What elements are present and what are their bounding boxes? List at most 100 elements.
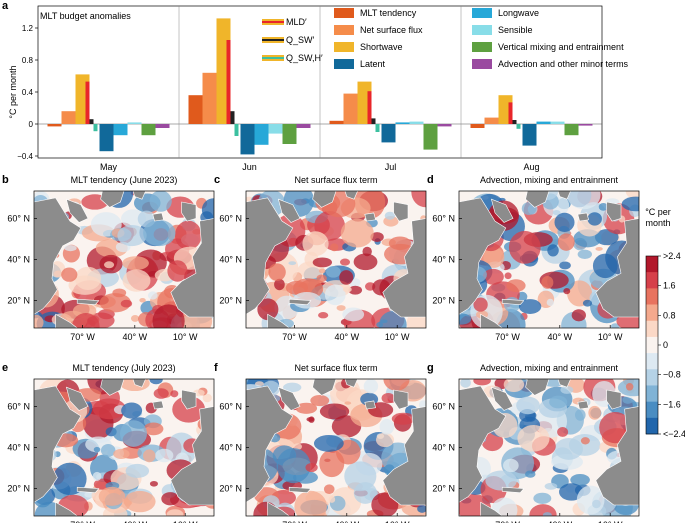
land-mask [501,486,525,494]
x-tick-label: Aug [523,162,539,172]
bar-longwave-jul [395,122,410,124]
land-mask [288,298,312,306]
map-title: Advection, mixing and entrainment [480,175,619,185]
land-mask [181,201,197,222]
lat-label: 20° N [432,484,455,494]
land-mask [364,400,376,410]
bar-vertical-mixing-and-entrainment-jun [282,124,297,144]
lon-label: 10° W [173,332,198,342]
lat-label: 40° N [432,443,455,453]
anomaly-field [34,379,214,516]
overlay-mld-jun [226,40,231,124]
land-mask [490,198,514,223]
bar-vertical-mixing-and-entrainment-may [141,124,156,136]
x-tick-labels: May Jun Jul Aug [100,162,540,172]
land-mask [65,198,89,223]
qsw-legend-label: Q_SW′ [286,35,315,45]
map-title: MLT tendency (July 2023) [72,363,175,373]
legend-swatch [334,42,354,52]
legend-label: Vertical mixing and entrainment [498,42,624,52]
lon-label: 10° W [598,520,623,523]
bar-vertical-mixing-and-entrainment-aug [564,124,579,136]
x-tick-label: Jun [242,162,257,172]
y-tick-label: 1.2 [22,24,34,33]
map-letter: d [427,174,434,186]
bar-mlt-tendency-may [47,124,62,127]
land-mask [382,406,426,506]
lon-label: 70° W [282,332,307,342]
lon-label: 40° W [334,520,359,523]
map-letter: f [214,362,218,374]
lon-label: 40° W [547,520,572,523]
main-legend: MLT tendency Net surface flux Shortwave Lat… [334,8,629,69]
land-mask [277,198,301,223]
bar-longwave-may [113,124,128,136]
colorbar-swatch [646,385,658,402]
bar-net-surface-flux-may [61,111,76,124]
map-panel-b: b MLT tendency (June 2023) 60° N 40° N 20° N… [2,174,215,342]
lon-label: 70° W [282,520,307,523]
bar-mlt-tendency-jul [329,120,344,124]
legend-label: Shortwave [360,42,403,52]
lon-label: 70° W [495,520,520,523]
lon-label: 10° W [385,332,410,342]
overlay-mld-may [85,81,90,124]
land-mask [393,389,409,410]
bar-net-surface-flux-jun [202,72,217,124]
colorbar-tick-label: −0.8 [663,370,681,380]
land-mask [100,379,125,396]
land-mask [65,386,89,411]
y-ticks: −0.4 0 0.4 0.8 1.2 [17,24,38,161]
legend-swatch [334,59,354,69]
land-mask [595,218,639,318]
legend-swatch [334,25,354,35]
lat-label: 60° N [7,213,30,223]
bars [47,18,593,155]
lat-label: 60° N [432,401,455,411]
land-mask [480,313,503,328]
bar-mlt-tendency-aug [470,124,485,128]
land-mask [246,197,294,315]
y-tick-label: 0 [29,120,34,129]
bar-latent-may [99,124,114,152]
colorbar-swatch [646,272,658,289]
panel-a: a MLT budget anomalies °C per month −0.4… [2,0,629,172]
colorbar-tick-label: <−2.4 [663,429,685,439]
map-title: Net surface flux term [294,175,377,185]
bar-sensible-may [127,122,142,124]
land-mask [577,400,589,410]
bar-advection-and-other-minor-terms-jun [296,124,311,128]
lon-label: 70° W [495,332,520,342]
land-mask [76,486,100,494]
land-mask [382,218,426,318]
legend-label: Advection and other minor terms [498,59,629,69]
map-panel-g: g Advection, mixing and entrainment 60° N 4… [427,362,640,523]
colorbar-swatch [646,288,658,305]
land-mask [393,201,409,222]
land-mask [459,197,507,315]
land-mask [525,191,550,208]
lon-label: 10° W [173,520,198,523]
anomaly-field [459,191,639,328]
lat-label: 20° N [7,296,30,306]
legend-swatch [472,59,492,69]
panel-a-title: MLT budget anomalies [40,11,131,21]
map-panels: b MLT tendency (June 2023) 60° N 40° N 20° N… [2,174,640,523]
colorbar-swatch [646,336,658,354]
legend-label: Net surface flux [360,25,423,35]
land-mask [267,501,290,516]
lat-label: 40° N [219,255,242,265]
inset-legend: MLD′ Q_SW′ Q_SW,H′ [262,17,323,63]
bar-sensible-aug [550,121,565,124]
overlay-qsw-may [89,119,94,124]
colorbar-tick-label: >2.4 [663,251,681,261]
overlay-mld-aug [508,102,513,124]
land-mask [34,197,82,315]
lon-label: 40° W [547,332,572,342]
bar-sensible-jun [268,124,283,134]
map-letter: e [2,362,8,374]
land-mask [577,212,589,222]
anomaly-field [246,191,426,328]
lon-label: 40° W [334,332,359,342]
